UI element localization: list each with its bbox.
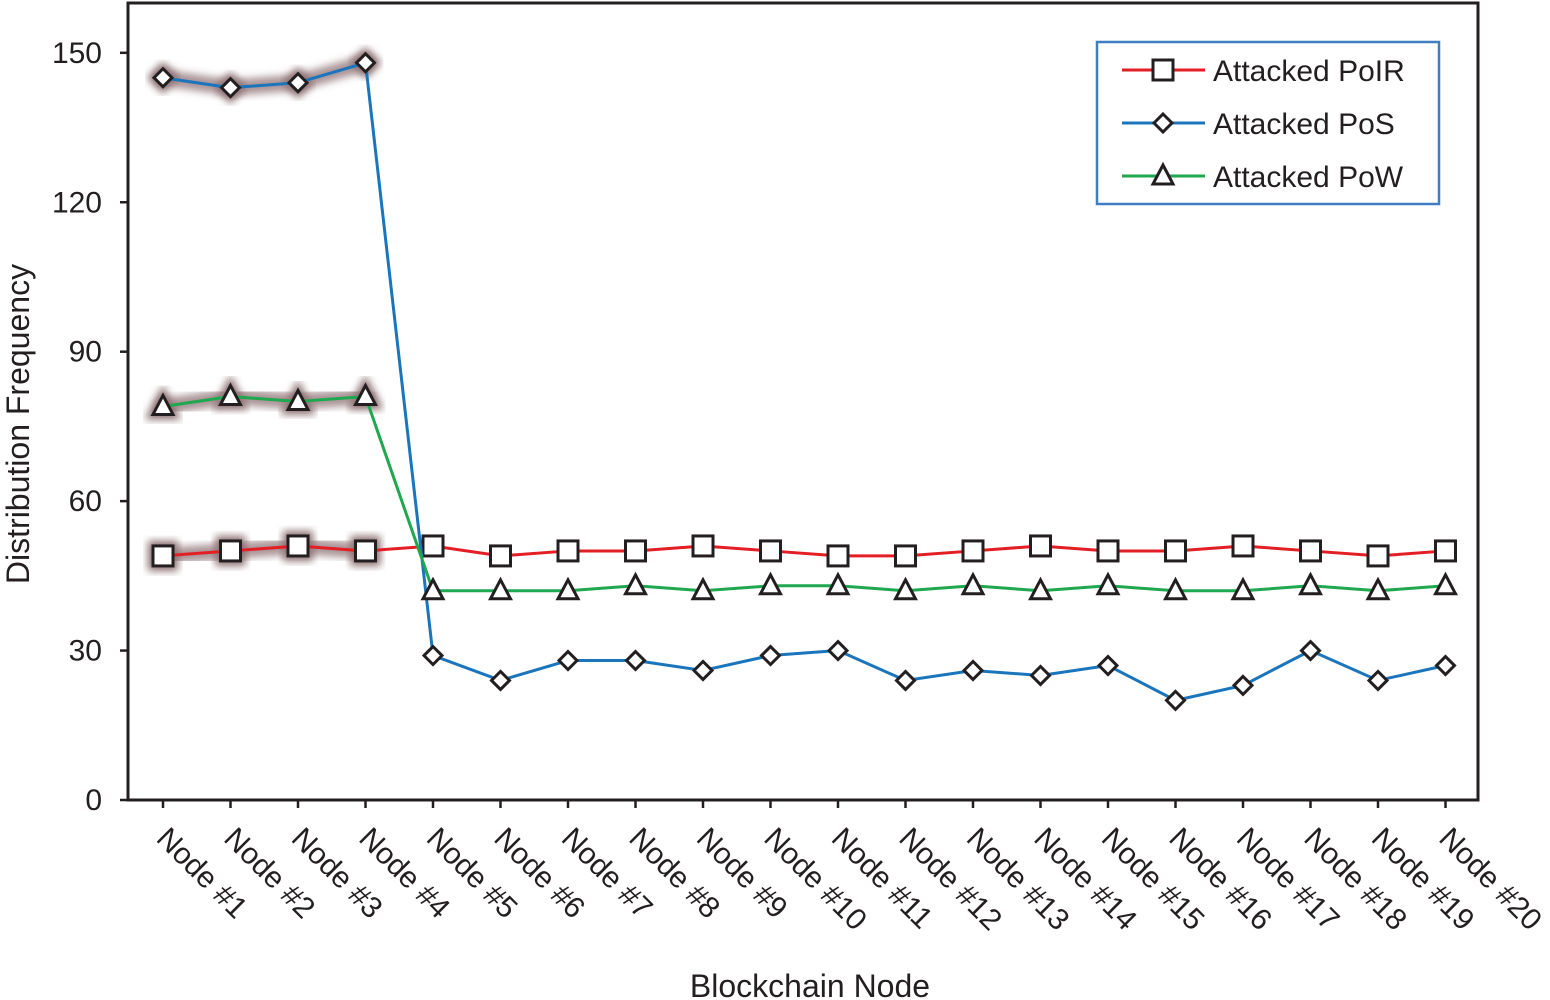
data-point-attacked-poir bbox=[961, 539, 985, 563]
data-point-attacked-pos bbox=[151, 66, 175, 89]
legend-label-attacked-pos: Attacked PoS bbox=[1213, 108, 1395, 141]
data-point-attacked-pow bbox=[960, 571, 986, 596]
data-point-attacked-pos bbox=[1096, 654, 1120, 677]
legend-marker-attacked-pow bbox=[1150, 161, 1176, 186]
data-point-attacked-poir bbox=[826, 544, 850, 568]
data-point-attacked-poir bbox=[556, 539, 580, 563]
highlight-layer bbox=[144, 46, 384, 571]
data-point-attacked-poir bbox=[489, 544, 512, 568]
legend-marker-attacked-poir bbox=[1151, 58, 1175, 82]
data-point-attacked-poir bbox=[421, 534, 445, 558]
y-tick-label: 150 bbox=[52, 37, 102, 70]
data-point-attacked-poir bbox=[894, 544, 917, 568]
legend-label-attacked-poir: Attacked PoIR bbox=[1213, 55, 1405, 88]
plot-frame bbox=[126, 1, 1480, 802]
data-point-attacked-pos bbox=[894, 669, 917, 692]
data-point-attacked-pos bbox=[1231, 674, 1255, 697]
data-point-attacked-pow bbox=[758, 571, 783, 596]
data-point-attacked-poir bbox=[1231, 534, 1255, 558]
data-point-attacked-pow bbox=[1163, 576, 1188, 601]
data-point-attacked-pos bbox=[691, 659, 715, 682]
y-tick-label: 60 bbox=[69, 485, 102, 518]
data-point-attacked-poir bbox=[624, 539, 647, 563]
data-point-attacked-pos bbox=[759, 644, 782, 667]
y-axis-label: Distribution Frequency bbox=[0, 264, 36, 584]
legend-marker-attacked-pos bbox=[1151, 111, 1175, 135]
data-point-attacked-pow bbox=[1095, 571, 1121, 596]
data-point-attacked-pos bbox=[1299, 639, 1322, 662]
data-point-attacked-poir bbox=[1434, 539, 1457, 563]
data-point-attacked-pos bbox=[1366, 669, 1390, 692]
data-point-attacked-poir bbox=[1029, 534, 1052, 558]
data-point-attacked-pow bbox=[555, 576, 581, 601]
data-point-attacked-pow bbox=[353, 382, 378, 407]
data-point-attacked-pow bbox=[893, 576, 918, 601]
data-point-attacked-poir bbox=[1164, 539, 1187, 563]
data-point-attacked-pos bbox=[624, 649, 647, 672]
data-point-attacked-poir bbox=[691, 534, 715, 558]
data-point-attacked-pow bbox=[1230, 576, 1256, 601]
data-point-attacked-poir bbox=[286, 534, 310, 558]
x-axis-label: Blockchain Node bbox=[690, 968, 930, 1000]
series-line-attacked-pow bbox=[162, 394, 1446, 593]
data-point-attacked-pos bbox=[354, 51, 377, 74]
y-tick-label: 30 bbox=[69, 635, 102, 668]
data-point-attacked-pow bbox=[1433, 571, 1458, 596]
legend: Attacked PoIR Attacked PoS Attacked PoW bbox=[1095, 40, 1441, 206]
data-point-attacked-pos bbox=[1029, 664, 1052, 687]
data-point-attacked-pos bbox=[421, 644, 445, 667]
data-point-attacked-pos bbox=[826, 639, 850, 662]
data-point-attacked-pow bbox=[690, 576, 716, 601]
y-tick-label: 90 bbox=[69, 336, 102, 369]
data-point-attacked-poir bbox=[354, 539, 377, 563]
series-layer bbox=[150, 51, 1458, 712]
data-point-attacked-pow bbox=[825, 571, 851, 596]
data-point-attacked-pos bbox=[961, 659, 985, 682]
data-point-attacked-pos bbox=[1434, 654, 1457, 677]
data-point-attacked-poir bbox=[151, 544, 175, 568]
data-point-attacked-pow bbox=[623, 571, 648, 596]
data-point-attacked-pow bbox=[1028, 576, 1053, 601]
y-axis-ticks: 0 30 60 90 120 150 bbox=[52, 37, 128, 817]
data-point-attacked-pos bbox=[286, 71, 310, 94]
data-point-attacked-pow bbox=[150, 392, 176, 416]
data-point-attacked-pos bbox=[556, 649, 580, 672]
data-point-attacked-pow bbox=[420, 576, 446, 601]
y-tick-label: 0 bbox=[85, 784, 102, 817]
data-point-attacked-poir bbox=[1299, 539, 1322, 563]
data-point-attacked-pow bbox=[488, 576, 513, 601]
data-point-attacked-pos bbox=[1164, 689, 1187, 712]
data-point-attacked-poir bbox=[759, 539, 782, 563]
y-tick-label: 120 bbox=[52, 186, 102, 219]
data-point-attacked-pow bbox=[285, 387, 311, 411]
data-point-attacked-pos bbox=[489, 669, 512, 692]
data-point-attacked-pow bbox=[218, 382, 243, 407]
data-point-attacked-poir bbox=[1366, 544, 1390, 568]
data-point-attacked-pow bbox=[1365, 576, 1391, 601]
data-point-attacked-poir bbox=[1096, 539, 1120, 563]
data-point-attacked-pos bbox=[219, 76, 242, 99]
legend-label-attacked-pow: Attacked PoW bbox=[1213, 161, 1404, 194]
data-point-attacked-poir bbox=[219, 539, 242, 563]
series-line-attacked-pos bbox=[162, 60, 1446, 702]
data-point-attacked-pow bbox=[1298, 571, 1323, 596]
